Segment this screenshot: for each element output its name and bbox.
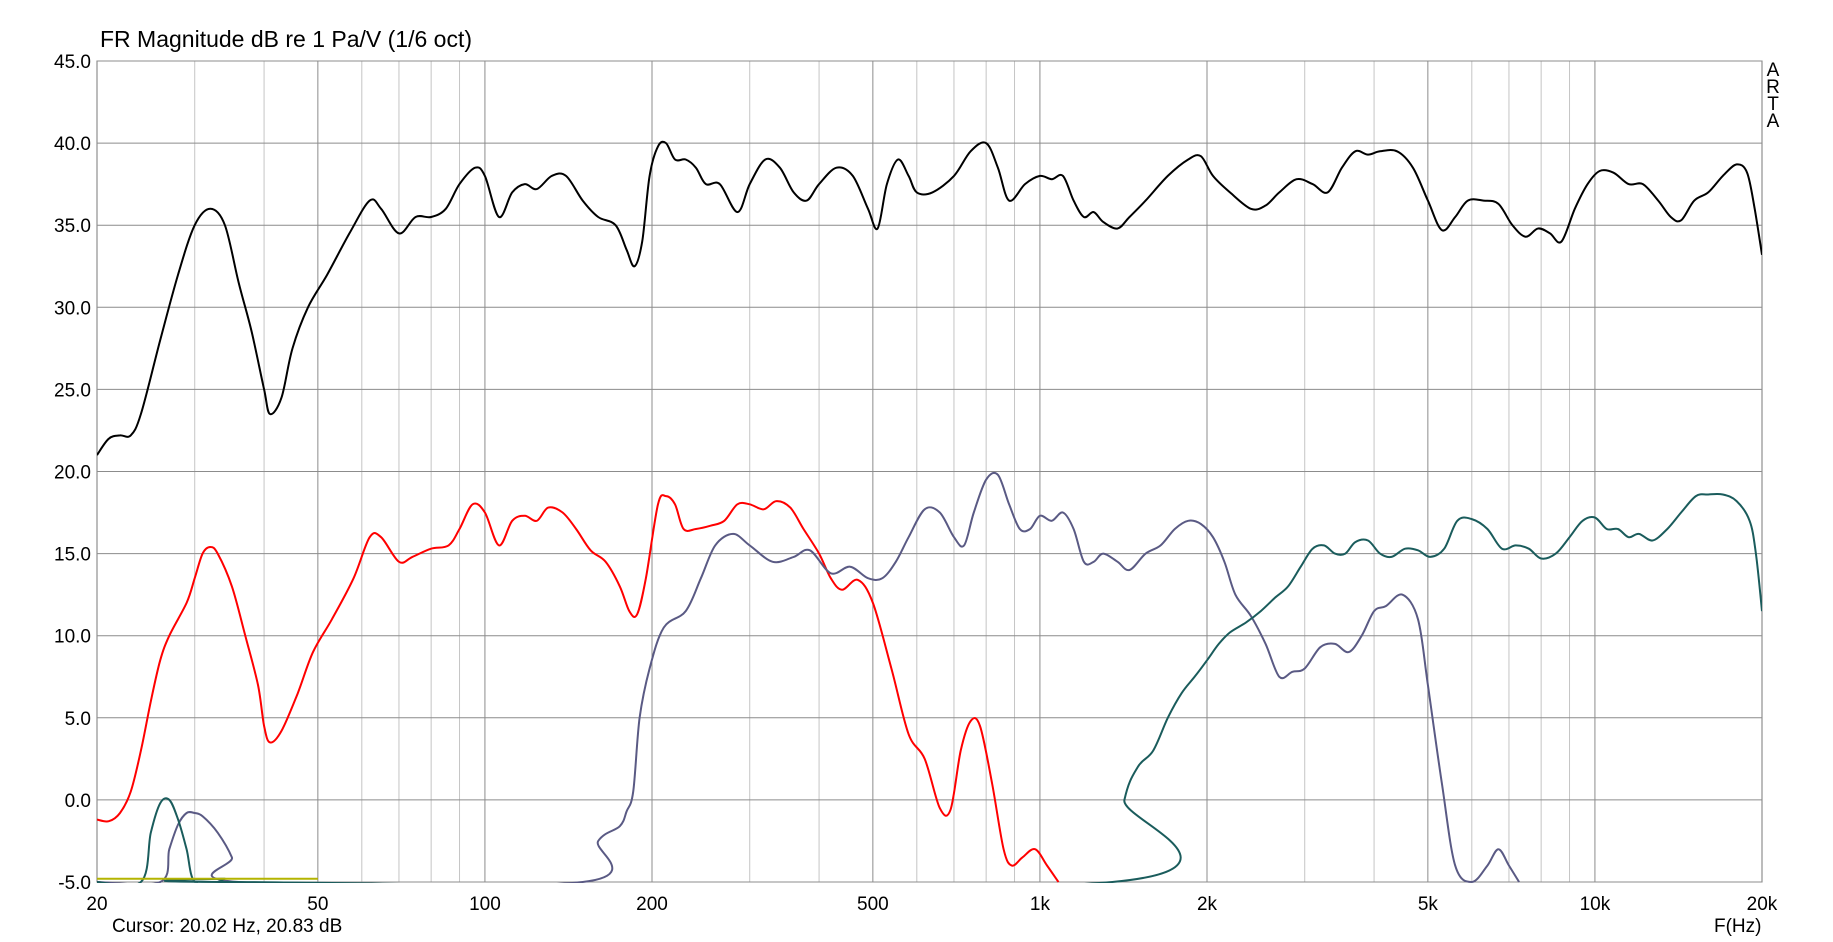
series-line-2 [97,471,1520,883]
y-tick-label: 15.0 [54,545,91,566]
x-tick-label: 5k [1418,894,1439,915]
y-tick-label: 0.0 [65,791,91,812]
arta-brand-label: A R T A [1766,60,1780,132]
cursor-readout: Cursor: 20.02 Hz, 20.83 dB [112,916,343,937]
x-tick-label: 1k [1030,894,1051,915]
series-line-0 [97,140,1762,456]
x-tick-label: 20 [86,894,107,915]
series-line-1 [97,494,1060,883]
x-tick-label: 200 [636,894,668,915]
y-tick-label: 40.0 [54,134,91,155]
y-tick-label: 45.0 [54,52,91,73]
y-tick-label: 10.0 [54,627,91,648]
y-tick-label: 35.0 [54,216,91,237]
x-tick-label: 10k [1580,894,1611,915]
x-tick-label: 20k [1747,894,1778,915]
x-tick-label: 500 [857,894,889,915]
y-tick-label: 30.0 [54,298,91,319]
x-tick-label: 2k [1197,894,1218,915]
y-tick-label: 5.0 [65,709,91,730]
y-tick-label: 25.0 [54,380,91,401]
x-axis-label: F(Hz) [1714,916,1762,937]
x-tick-label: 50 [307,894,328,915]
x-tick-label: 100 [469,894,501,915]
series-line-3 [97,492,1762,883]
chart-title: FR Magnitude dB re 1 Pa/V (1/6 oct) [100,26,473,52]
y-tick-label: 20.0 [54,463,91,484]
y-tick-label: -5.0 [58,873,91,894]
